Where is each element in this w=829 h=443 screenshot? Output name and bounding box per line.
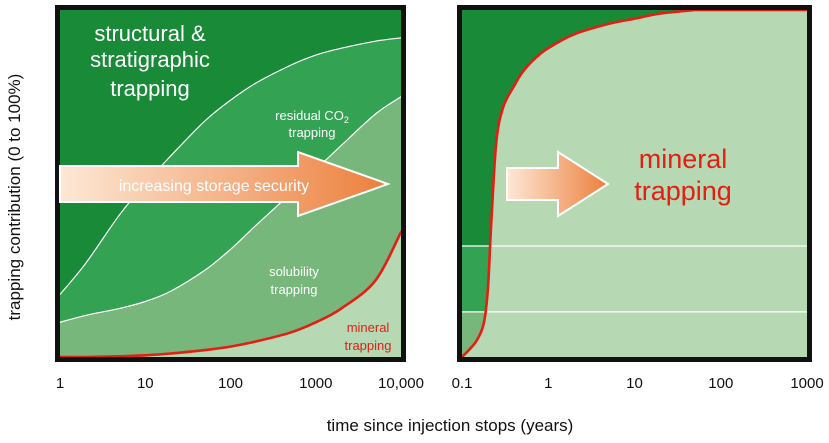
y-axis-label: trapping contribution (0 to 100%) <box>5 74 24 321</box>
label-structural-line2: stratigraphic <box>90 47 210 72</box>
panel-left-frame <box>55 5 406 362</box>
panel-left: 1 10 100 1000 10,000 structural & stratigrap… <box>55 5 424 392</box>
x-tick-label-left: 100 <box>218 375 243 392</box>
label-residual-line2: trapping <box>289 125 336 140</box>
label-mineral-left-line1: mineral <box>347 320 390 335</box>
boundary-solubility-mineral-right <box>462 10 807 357</box>
x-axis-label: time since injection stops (years) <box>327 416 574 435</box>
security-arrow <box>59 150 391 218</box>
x-tick-label-right: 0.1 <box>452 375 473 392</box>
x-tick-label-right: 1 <box>544 375 552 392</box>
label-structural-line3: trapping <box>110 76 190 101</box>
panel-right: 0.1 1 10 100 1000 mineral trapping <box>452 5 824 392</box>
mineral-arrow <box>506 150 610 218</box>
x-tick-label-left: 1 <box>56 375 64 392</box>
x-tick-label-left: 10 <box>137 375 154 392</box>
area-solubility-left <box>60 96 401 357</box>
label-mineral-right-line2: trapping <box>634 176 732 206</box>
x-tick-label-right: 1000 <box>790 375 823 392</box>
label-residual-line1: residual CO2 <box>275 108 349 125</box>
label-solubility-line2: trapping <box>271 282 318 297</box>
x-tick-label-left: 1000 <box>299 375 332 392</box>
area-mineral-left <box>60 232 401 357</box>
boundary-solubility-mineral-left <box>60 230 401 357</box>
label-mineral-right-line1: mineral <box>639 144 728 174</box>
panel-right-frame <box>457 5 812 362</box>
x-tick-label-right: 100 <box>708 375 733 392</box>
label-solubility-line1: solubility <box>269 264 319 279</box>
x-tick-label-right: 10 <box>626 375 643 392</box>
x-tick-label-left: 10,000 <box>378 375 424 392</box>
boundary-structural-residual-left <box>60 37 401 295</box>
security-arrow-label: increasing storage security <box>119 178 309 195</box>
area-mineral-right <box>462 10 807 357</box>
panel-left-x-ticks: 1 10 100 1000 10,000 <box>56 375 424 392</box>
panel-right-x-ticks: 0.1 1 10 100 1000 <box>452 375 824 392</box>
label-structural-line1: structural & <box>94 21 206 46</box>
boundary-residual-solubility-left <box>60 96 401 323</box>
label-mineral-left-line2: trapping <box>345 338 392 353</box>
